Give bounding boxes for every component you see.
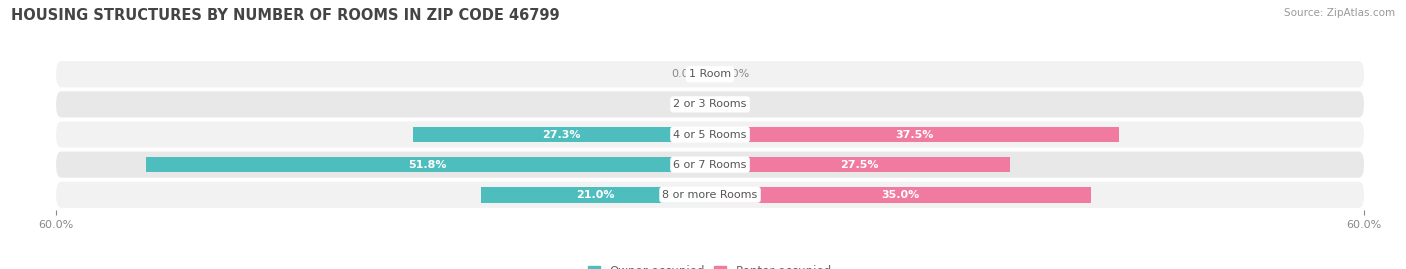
Text: 0.0%: 0.0% [671, 69, 699, 79]
Text: 0.0%: 0.0% [721, 99, 749, 109]
Bar [710, 187, 1091, 203]
Text: 4 or 5 Rooms: 4 or 5 Rooms [673, 129, 747, 140]
Text: 27.5%: 27.5% [841, 160, 879, 170]
Bar [481, 187, 710, 203]
FancyBboxPatch shape [56, 61, 1364, 87]
Text: 51.8%: 51.8% [409, 160, 447, 170]
Bar [412, 127, 710, 142]
Text: 0.0%: 0.0% [721, 69, 749, 79]
Bar [710, 127, 1119, 142]
Text: Source: ZipAtlas.com: Source: ZipAtlas.com [1284, 8, 1395, 18]
Text: 2 or 3 Rooms: 2 or 3 Rooms [673, 99, 747, 109]
FancyBboxPatch shape [56, 121, 1364, 148]
Text: 6 or 7 Rooms: 6 or 7 Rooms [673, 160, 747, 170]
Bar [710, 157, 1010, 172]
Text: 37.5%: 37.5% [896, 129, 934, 140]
FancyBboxPatch shape [56, 182, 1364, 208]
FancyBboxPatch shape [56, 91, 1364, 118]
FancyBboxPatch shape [56, 151, 1364, 178]
Text: 27.3%: 27.3% [543, 129, 581, 140]
Bar [146, 157, 710, 172]
Text: 1 Room: 1 Room [689, 69, 731, 79]
Text: 0.0%: 0.0% [671, 99, 699, 109]
Text: 21.0%: 21.0% [576, 190, 614, 200]
Text: HOUSING STRUCTURES BY NUMBER OF ROOMS IN ZIP CODE 46799: HOUSING STRUCTURES BY NUMBER OF ROOMS IN… [11, 8, 560, 23]
Legend: Owner-occupied, Renter-occupied: Owner-occupied, Renter-occupied [583, 260, 837, 269]
Text: 8 or more Rooms: 8 or more Rooms [662, 190, 758, 200]
Text: 35.0%: 35.0% [882, 190, 920, 200]
